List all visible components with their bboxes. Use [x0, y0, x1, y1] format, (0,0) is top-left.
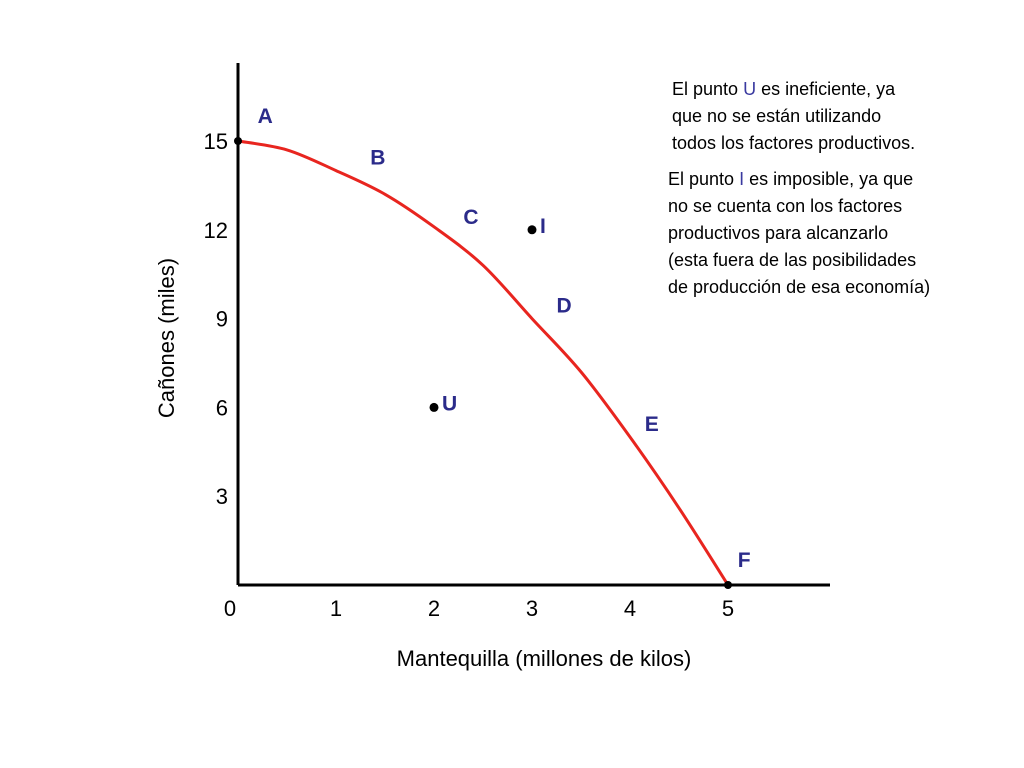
x-tick-label: 3	[526, 596, 538, 621]
note-i-line-2: no se cuenta con los factores	[668, 196, 903, 216]
frontier-label-c: C	[463, 206, 478, 229]
note-inefficient-point: El punto U es ineficiente, ya que no se …	[672, 76, 915, 157]
note-i-line-4: (esta fuera de las posibilidades	[668, 250, 917, 270]
y-tick-label: 15	[204, 129, 228, 154]
x-tick-label: 4	[624, 596, 636, 621]
frontier-curve	[237, 139, 730, 586]
note-i-line-1: El punto I es imposible, ya que	[668, 169, 914, 189]
note-u-highlight: U	[743, 79, 757, 99]
y-tick-label: 3	[216, 484, 228, 509]
point-label-i: I	[540, 215, 546, 238]
note-u-line-3: todos los factores productivos.	[672, 133, 916, 153]
note-i-line-5: de producción de esa economía)	[668, 277, 931, 297]
point-label-u: U	[442, 392, 457, 415]
point-labels: A B C D E F I U	[258, 105, 751, 572]
frontier-line	[237, 139, 730, 586]
note-i-line-3: productivos para alcanzarlo	[668, 223, 889, 243]
point-i-dot	[527, 225, 537, 235]
x-tick-label: 0	[224, 596, 236, 621]
frontier-label-d: D	[557, 295, 572, 318]
frontier-label-a: A	[258, 105, 273, 128]
y-axis-title: Cañones (miles)	[154, 258, 179, 418]
y-tick-label: 9	[216, 307, 228, 332]
note-u-line-2: que no se están utilizando	[672, 106, 882, 126]
frontier-label-e: E	[645, 413, 659, 436]
y-tick-label: 12	[204, 218, 228, 243]
point-u-dot	[429, 402, 439, 412]
note-u-line-1: El punto U es ineficiente, ya	[672, 79, 896, 99]
y-tick-label: 6	[216, 395, 228, 420]
frontier-label-b: B	[370, 147, 385, 170]
x-axis-title: Mantequilla (millones de kilos)	[397, 646, 692, 671]
x-tick-label: 2	[428, 596, 440, 621]
note-i-highlight: I	[739, 169, 745, 189]
x-tick-label: 1	[330, 596, 342, 621]
note-impossible-point: El punto I es imposible, ya que no se cu…	[668, 166, 930, 301]
frontier-label-f: F	[738, 549, 751, 572]
frontier-endpoint-dot	[234, 137, 242, 145]
x-tick-label: 5	[722, 596, 734, 621]
frontier-endpoint-dot	[724, 581, 732, 589]
point-marks	[234, 137, 732, 589]
